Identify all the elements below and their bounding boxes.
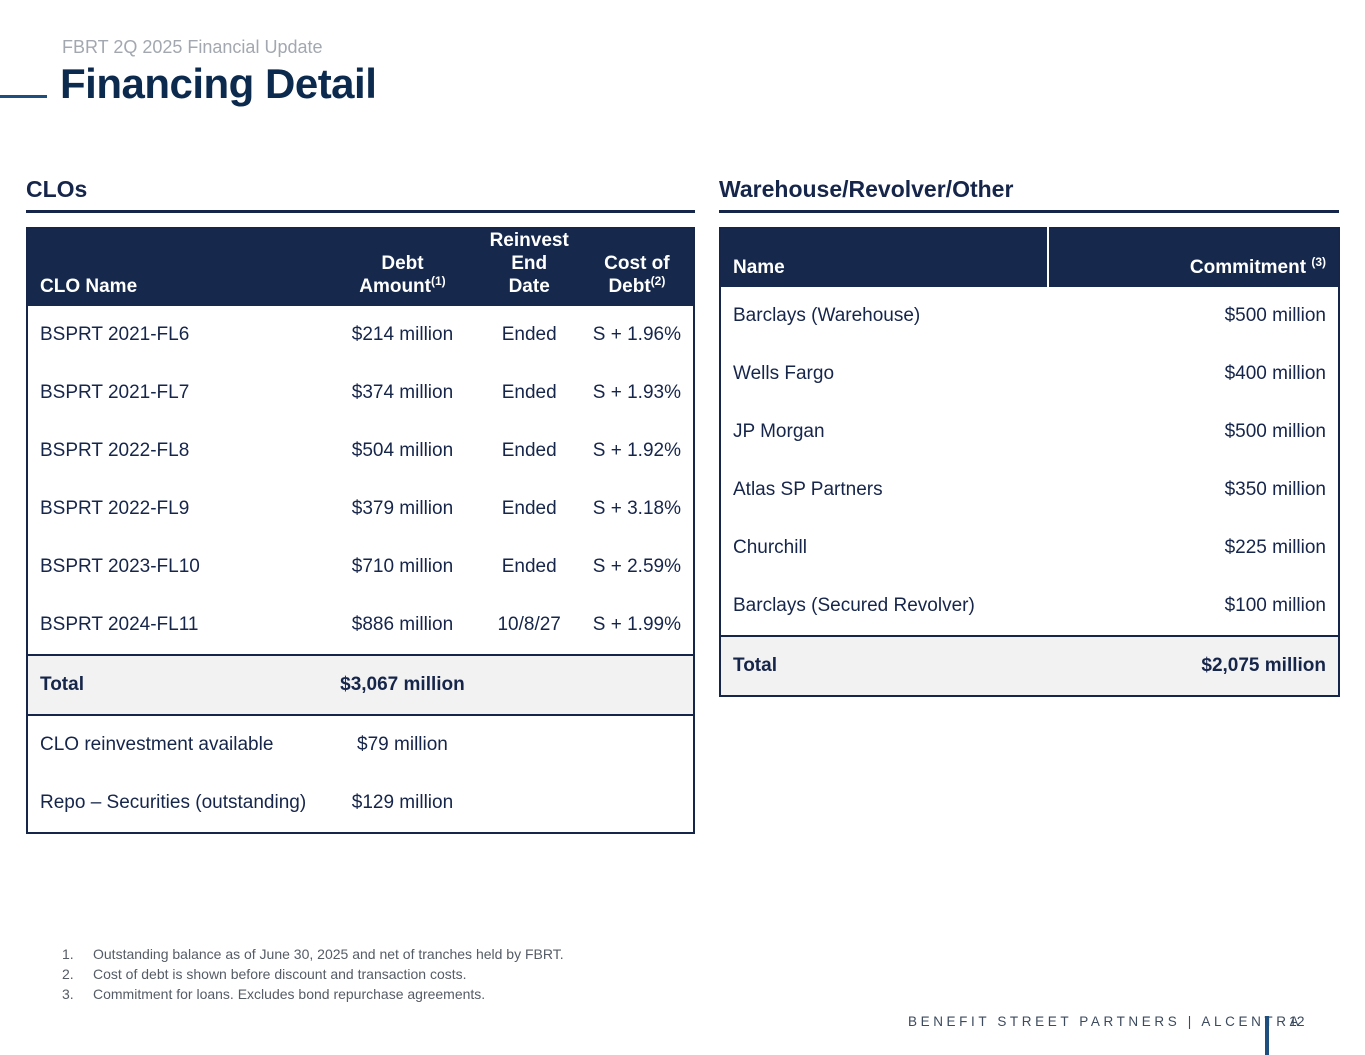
warehouse-table-header: Name Commitment (3) [720, 228, 1339, 287]
reinvest-end-date: Ended [501, 556, 557, 577]
table-row: Wells Fargo $400 million [720, 345, 1339, 403]
table-row: BSPRT 2024-FL11 $886 million 10/8/27 S +… [27, 596, 694, 655]
cost-of-debt: S + 1.92% [592, 440, 681, 461]
extra-row-value: $129 million [351, 792, 454, 813]
footnote-text: Outstanding balance as of June 30, 2025 … [93, 946, 564, 962]
cost-of-debt: S + 3.18% [592, 498, 681, 519]
warehouse-section-rule [719, 210, 1339, 213]
facility-name: Barclays (Warehouse) [733, 305, 921, 326]
clo-name: BSPRT 2022-FL8 [40, 440, 190, 461]
commitment-amount: $500 million [1224, 305, 1326, 326]
col-header-name: Name [720, 228, 1050, 287]
facility-name: Barclays (Secured Revolver) [733, 595, 975, 616]
extra-row-label: Repo – Securities (outstanding) [40, 792, 307, 813]
debt-amount: $214 million [351, 324, 454, 345]
debt-amount: $886 million [351, 614, 454, 635]
reinvest-end-date: Ended [501, 440, 557, 461]
debt-amount: $379 million [351, 498, 454, 519]
table-row: BSPRT 2021-FL7 $374 million Ended S + 1.… [27, 364, 694, 422]
page-number: 12 [1289, 1013, 1305, 1029]
debt-amount: $710 million [351, 556, 454, 577]
col-header-debt-amount: Debt Amount(1) [327, 228, 478, 306]
clos-section-rule [26, 210, 695, 213]
table-row: Barclays (Secured Revolver) $100 million [720, 577, 1339, 636]
col-header-cost-of-debt: Cost of Debt(2) [580, 228, 694, 306]
footnote-number: 3. [62, 986, 74, 1002]
footnote-number: 2. [62, 966, 74, 982]
facility-name: JP Morgan [733, 421, 825, 442]
footnotes: 1. Outstanding balance as of June 30, 20… [62, 944, 564, 1004]
cost-of-debt: S + 1.99% [592, 614, 681, 635]
header-accent-bar [0, 95, 47, 98]
reinvest-end-date: Ended [501, 498, 557, 519]
commitment-amount: $400 million [1224, 363, 1326, 384]
extra-row-value: $79 million [357, 734, 448, 755]
cost-of-debt: S + 2.59% [592, 556, 681, 577]
reinvest-end-date: 10/8/27 [497, 614, 561, 635]
table-row: Repo – Securities (outstanding) $129 mil… [27, 774, 694, 833]
facility-name: Wells Fargo [733, 363, 835, 384]
table-row: BSPRT 2022-FL9 $379 million Ended S + 3.… [27, 480, 694, 538]
total-commitment: $2,075 million [1048, 635, 1339, 697]
table-row: BSPRT 2023-FL10 $710 million Ended S + 2… [27, 538, 694, 596]
page-title: Financing Detail [60, 60, 377, 107]
commitment-amount: $500 million [1224, 421, 1326, 442]
extra-row-label: CLO reinvestment available [40, 734, 274, 755]
col-header-commitment: Commitment (3) [1048, 228, 1339, 287]
clo-table: CLO Name Debt Amount(1) Reinvest End Date … [26, 227, 695, 834]
footnote: 3. Commitment for loans. Excludes bond r… [62, 984, 564, 1004]
footnote-text: Commitment for loans. Excludes bond repu… [93, 986, 486, 1002]
facility-name: Atlas SP Partners [733, 479, 883, 500]
reinvest-end-date: Ended [501, 382, 557, 403]
cost-of-debt: S + 1.93% [592, 382, 681, 403]
clo-table-header: CLO Name Debt Amount(1) Reinvest End Date … [27, 228, 694, 306]
footnote-number: 1. [62, 946, 74, 962]
page-subtitle: FBRT 2Q 2025 Financial Update [62, 37, 323, 57]
commitment-amount: $100 million [1224, 595, 1326, 616]
footnote: 1. Outstanding balance as of June 30, 20… [62, 944, 564, 964]
clo-name: BSPRT 2022-FL9 [40, 498, 190, 519]
cost-of-debt: S + 1.96% [592, 324, 681, 345]
total-label: Total [720, 635, 1049, 697]
table-row: Atlas SP Partners $350 million [720, 461, 1339, 519]
clo-name: BSPRT 2023-FL10 [40, 556, 200, 577]
table-row: CLO reinvestment available $79 million [27, 715, 694, 774]
clos-section-title: CLOs [26, 176, 88, 202]
col-header-reinvest-end-date: Reinvest End Date [477, 228, 581, 306]
footnote: 2. Cost of debt is shown before discount… [62, 964, 564, 984]
warehouse-section-title: Warehouse/Revolver/Other [719, 176, 1014, 202]
commitment-amount: $225 million [1224, 537, 1326, 558]
table-row: BSPRT 2022-FL8 $504 million Ended S + 1.… [27, 422, 694, 480]
reinvest-end-date: Ended [501, 324, 557, 345]
footer-accent-bar [1265, 1016, 1269, 1055]
clo-name: BSPRT 2024-FL11 [40, 614, 199, 635]
footnote-text: Cost of debt is shown before discount an… [93, 966, 467, 982]
total-debt-amount: $3,067 million [327, 654, 478, 716]
footer-brand: BENEFIT STREET PARTNERS | ALCENTRA [908, 1014, 1303, 1029]
warehouse-table: Name Commitment (3) Barclays (Warehouse)… [719, 227, 1340, 697]
clo-total-row: Total $3,067 million [27, 654, 694, 716]
debt-amount: $504 million [351, 440, 454, 461]
warehouse-total-row: Total $2,075 million [720, 635, 1339, 697]
commitment-amount: $350 million [1224, 479, 1326, 500]
col-header-clo-name: CLO Name [27, 228, 328, 306]
table-row: Barclays (Warehouse) $500 million [720, 287, 1339, 345]
clo-name: BSPRT 2021-FL7 [40, 382, 190, 403]
facility-name: Churchill [733, 537, 807, 558]
debt-amount: $374 million [351, 382, 454, 403]
table-row: JP Morgan $500 million [720, 403, 1339, 461]
clo-name: BSPRT 2021-FL6 [40, 324, 190, 345]
table-row: Churchill $225 million [720, 519, 1339, 577]
table-row: BSPRT 2021-FL6 $214 million Ended S + 1.… [27, 306, 694, 364]
total-label: Total [27, 654, 328, 716]
